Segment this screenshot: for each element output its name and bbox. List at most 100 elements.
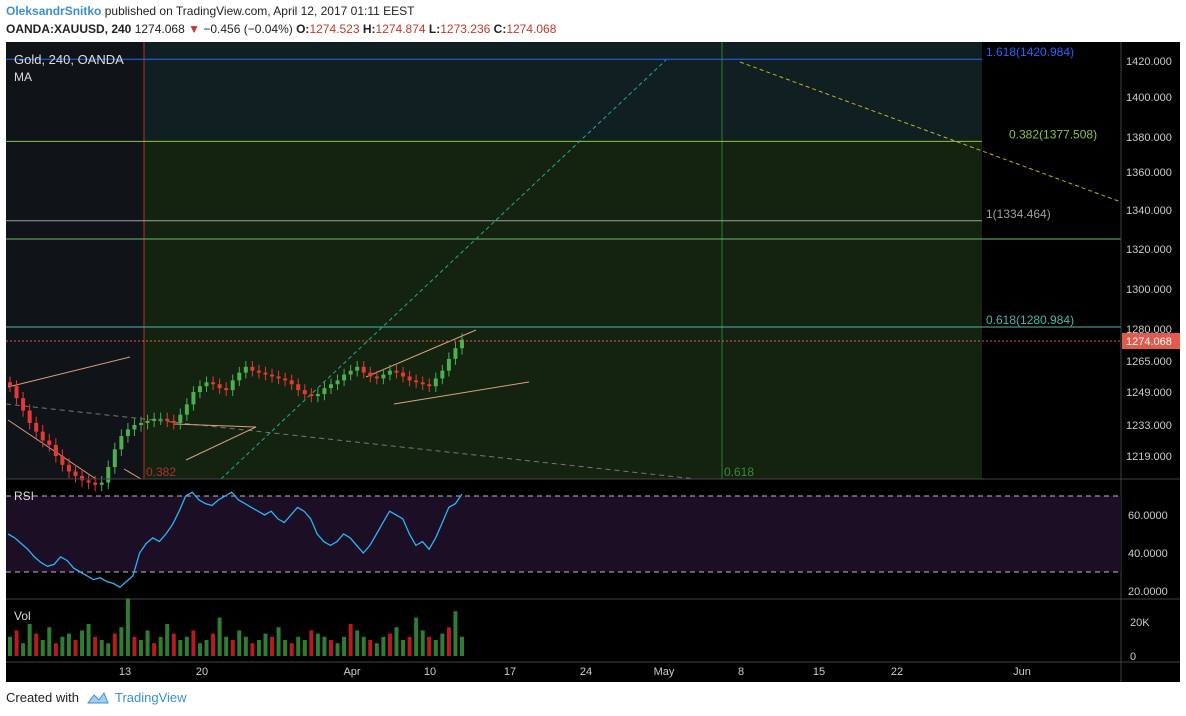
- fib-level-label: 1(1334.464): [986, 207, 1051, 221]
- high-label: H:: [362, 22, 376, 36]
- candle-body: [93, 482, 98, 485]
- price-axis[interactable]: 1420.000 1400.000 1380.000 1360.000 1340.000…: [1126, 56, 1172, 463]
- volume-bar: [315, 633, 320, 656]
- candle-body: [270, 374, 275, 377]
- close-label: C:: [493, 22, 507, 36]
- volume-bar: [440, 633, 445, 656]
- candle-body: [27, 410, 32, 423]
- candle-body: [414, 380, 419, 383]
- volume-bar: [453, 611, 458, 656]
- candle-body: [165, 418, 170, 421]
- open-label: O:: [296, 22, 310, 36]
- time-tick-label: 15: [813, 666, 825, 678]
- candle-body: [112, 449, 117, 468]
- candle-body: [309, 394, 314, 397]
- volume-bar: [433, 640, 438, 656]
- candle-body: [361, 366, 366, 373]
- candle-body: [335, 380, 340, 385]
- volume-bar: [191, 630, 196, 656]
- volume-bar: [197, 643, 202, 656]
- current-price-tag-text: 1274.068: [1126, 336, 1172, 348]
- price-tick-label: 1233.000: [1126, 420, 1172, 432]
- time-axis[interactable]: 13 20 Apr 10 17 24 May 8 15 22 Jun: [119, 666, 1031, 678]
- candle-body: [139, 422, 144, 425]
- price-tick-label: 1320.000: [1126, 244, 1172, 256]
- volume-bar: [342, 636, 347, 656]
- low-value: 1273.236: [440, 22, 491, 36]
- volume-bar: [237, 630, 242, 656]
- volume-bar: [276, 627, 281, 656]
- volume-bar: [355, 630, 360, 656]
- candle-body: [158, 418, 163, 420]
- volume-bar: [328, 640, 333, 656]
- candle-body: [440, 370, 445, 379]
- candle-body: [125, 429, 130, 437]
- time-tick-label: 22: [891, 666, 903, 678]
- time-tick-label: 20: [196, 666, 208, 678]
- vol-label[interactable]: Vol: [14, 609, 31, 623]
- candle-body: [342, 374, 347, 381]
- price-tick-label: 1300.000: [1126, 284, 1172, 296]
- volume-bar: [270, 636, 275, 656]
- volume-bar: [21, 643, 26, 656]
- candle-body: [197, 386, 202, 392]
- candle-body: [119, 436, 124, 450]
- volume-bar: [230, 640, 235, 656]
- channel-line: [123, 468, 142, 480]
- candle-body: [256, 370, 261, 373]
- candle-body: [433, 378, 438, 387]
- trend-lines: [5, 59, 1122, 480]
- candle-body: [73, 471, 78, 476]
- volume-bar: [47, 627, 52, 656]
- candle-body: [453, 348, 458, 359]
- volume-bar: [381, 636, 386, 656]
- candle-body: [276, 376, 281, 379]
- main-pane-title: Gold, 240, OANDA: [14, 52, 124, 67]
- channel-line: [7, 419, 97, 480]
- volume-bar: [322, 636, 327, 656]
- volume-bar: [132, 636, 137, 656]
- candle-body: [302, 390, 307, 395]
- volume-bar: [446, 627, 451, 656]
- volume-bar: [224, 636, 229, 656]
- candle-body: [237, 372, 242, 381]
- tradingview-link[interactable]: TradingView: [114, 690, 187, 705]
- volume-bar: [171, 633, 176, 656]
- candle-body: [348, 370, 353, 375]
- chart-canvas[interactable]: 1.618(1420.984) 0.382(1377.508) 1(1334.464…: [5, 42, 1180, 682]
- ohlc-bar: OANDA:XAUUSD, 240 1274.068 ▼ −0.456 (−0.…: [6, 22, 556, 36]
- channel-line: [393, 381, 530, 405]
- volume-bar: [217, 617, 222, 656]
- candle-body: [34, 422, 39, 432]
- volume-bar: [152, 643, 157, 656]
- candle-body: [394, 370, 399, 373]
- volume-bar: [387, 633, 392, 656]
- rsi-label[interactable]: RSI: [14, 489, 34, 503]
- ma-indicator-label[interactable]: MA: [14, 70, 32, 84]
- fib-annotation-left: 0.382: [146, 465, 176, 479]
- volume-bar: [106, 643, 111, 656]
- rsi-axis: 60.0000 40.0000 20.0000: [1128, 510, 1168, 598]
- candle-body: [211, 382, 216, 385]
- volume-bar: [296, 636, 301, 656]
- created-with-text: Created with: [6, 690, 79, 705]
- volume-bar: [34, 633, 39, 656]
- volume-bar: [204, 640, 209, 656]
- volume-bar: [283, 640, 288, 656]
- candle-body: [283, 378, 288, 381]
- volume-bar: [407, 636, 412, 656]
- time-tick-label: Jun: [1013, 666, 1031, 678]
- down-triangle-icon: ▼: [188, 22, 200, 36]
- published-text: published on TradingView.com, April 12, …: [104, 4, 415, 18]
- candle-body: [243, 366, 248, 373]
- candle-body: [427, 384, 432, 387]
- candle-body: [171, 420, 176, 423]
- volume-bar: [289, 643, 294, 656]
- candle-body: [296, 384, 301, 391]
- candle-body: [230, 380, 235, 391]
- author-link[interactable]: OleksandrSnitko: [6, 4, 102, 18]
- time-tick-label: 13: [119, 666, 131, 678]
- chart-frame[interactable]: 1.618(1420.984) 0.382(1377.508) 1(1334.464…: [5, 42, 1180, 682]
- candle-body: [204, 382, 209, 387]
- volume-bar: [427, 636, 432, 656]
